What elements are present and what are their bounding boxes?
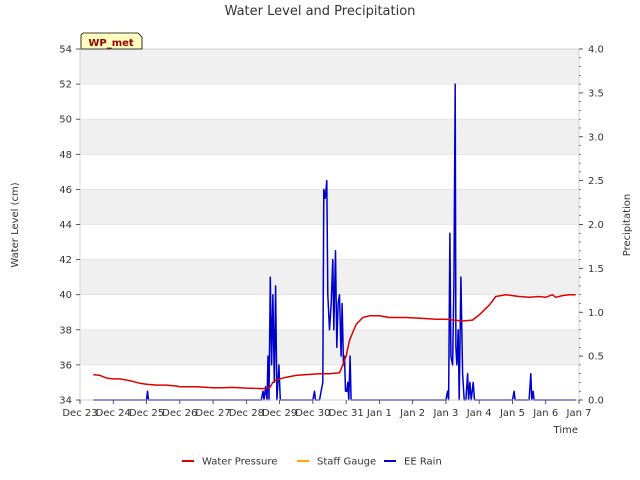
x-tick-label: Jan 6 bbox=[532, 408, 558, 419]
y-right-tick-label: 1.0 bbox=[588, 308, 604, 319]
y-right-tick-label: 0.5 bbox=[588, 352, 604, 363]
x-tick-label: Dec 23 bbox=[62, 408, 97, 419]
y-left-tick-label: 38 bbox=[59, 325, 72, 336]
chart-title: Water Level and Precipitation bbox=[225, 4, 416, 19]
y-left-tick-label: 34 bbox=[59, 396, 72, 407]
plot-band bbox=[80, 259, 579, 295]
x-tick-label: Dec 28 bbox=[229, 408, 264, 419]
y-axis-right-title: Precipitation bbox=[622, 194, 633, 257]
x-tick-label: Jan 5 bbox=[499, 408, 525, 419]
legend-label-water-pressure: Water Pressure bbox=[202, 457, 277, 468]
y-right-tick-label: 1.5 bbox=[588, 264, 604, 275]
plot-band bbox=[80, 329, 579, 365]
x-tick-label: Dec 26 bbox=[162, 408, 197, 419]
x-tick-label: Jan 3 bbox=[432, 408, 458, 419]
y-left-tick-label: 52 bbox=[59, 80, 72, 91]
station-badge: WP_met bbox=[80, 32, 143, 50]
y-right-tick-label: 2.5 bbox=[588, 176, 604, 187]
y-right-tick-label: 4.0 bbox=[588, 45, 604, 56]
y-left-tick-label: 40 bbox=[59, 290, 72, 301]
y-left-tick-label: 36 bbox=[59, 360, 72, 371]
y-right-tick-label: 3.5 bbox=[588, 88, 604, 99]
x-tick-label: Dec 24 bbox=[96, 408, 131, 419]
y-left-tick-label: 50 bbox=[59, 115, 72, 126]
y-axis-right: 0.0 0.5 1.0 1.5 2.0 2.5 3.0 3.5 4.0 bbox=[579, 45, 604, 407]
x-tick-label: Dec 29 bbox=[262, 408, 297, 419]
x-tick-label: Jan 4 bbox=[466, 408, 492, 419]
plot-band bbox=[80, 189, 579, 225]
legend-label-staff-gauge: Staff Gauge bbox=[317, 457, 376, 468]
series-line-water-pressure bbox=[93, 293, 576, 390]
x-tick-label: Jan 1 bbox=[366, 408, 392, 419]
x-tick-label: Dec 27 bbox=[195, 408, 230, 419]
x-tick-label: Dec 31 bbox=[329, 408, 364, 419]
legend-label-ee-rain: EE Rain bbox=[404, 457, 442, 468]
y-axis-left-title: Water Level (cm) bbox=[10, 182, 21, 267]
station-badge-box bbox=[80, 32, 143, 50]
y-right-tick-label: 0.0 bbox=[588, 396, 604, 407]
plot-band bbox=[80, 49, 579, 85]
y-left-tick-label: 42 bbox=[59, 255, 72, 266]
x-tick-label: Jan 2 bbox=[399, 408, 425, 419]
y-left-tick-label: 44 bbox=[59, 220, 72, 231]
y-right-tick-label: 3.0 bbox=[588, 132, 604, 143]
y-left-tick-label: 46 bbox=[59, 185, 72, 196]
y-axis-left: 34 36 38 40 42 44 46 48 50 52 54 bbox=[59, 45, 80, 407]
y-left-tick-label: 48 bbox=[59, 150, 72, 161]
plot-background bbox=[80, 49, 579, 365]
plot-band bbox=[80, 119, 579, 155]
x-tick-label: Dec 25 bbox=[129, 408, 164, 419]
x-tick-label: Jan 7 bbox=[566, 408, 592, 419]
x-tick-label: Dec 30 bbox=[295, 408, 330, 419]
y-right-tick-label: 2.0 bbox=[588, 220, 604, 231]
x-axis-title: Time bbox=[553, 425, 578, 436]
station-badge-label: WP_met bbox=[88, 38, 134, 49]
legend: Water Pressure Staff Gauge EE Rain bbox=[182, 457, 442, 468]
y-left-tick-label: 54 bbox=[59, 45, 72, 56]
